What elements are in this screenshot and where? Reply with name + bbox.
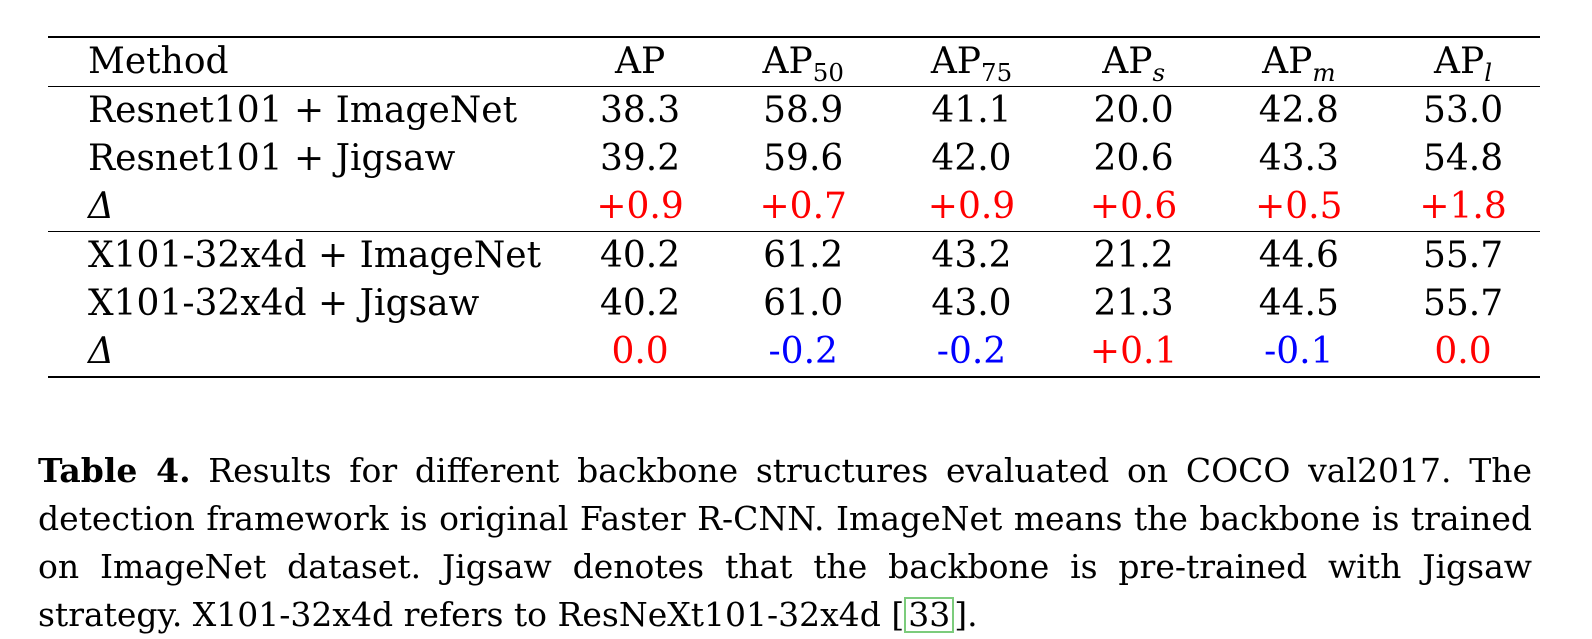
cell-ap: 38.3 <box>599 90 681 131</box>
cell-apl: 54.8 <box>1422 138 1504 179</box>
caption-text-end: ]. <box>954 595 978 634</box>
header-apl-base: AP <box>1433 41 1485 82</box>
cell-apm-delta: -0.1 <box>1211 328 1387 378</box>
cell-ap: 39.2 <box>599 138 681 179</box>
cell-apm: 42.8 <box>1258 90 1339 131</box>
cell-aps-delta: +0.6 <box>1089 186 1178 227</box>
table-row-resnet-jigsaw: Resnet101 + Jigsaw 39.2 59.6 42.0 20.6 4… <box>48 135 1540 183</box>
cell-aps: 20.0 <box>1093 90 1174 131</box>
cell-ap-delta: +0.9 <box>596 186 684 227</box>
table-caption: Table 4. Results for different backbone … <box>38 447 1532 639</box>
cell-ap50-delta: +0.7 <box>759 186 847 227</box>
cell-delta-label: Δ <box>48 328 562 378</box>
header-ap50: AP50 <box>719 36 888 87</box>
cell-ap50: 61.2 <box>719 231 888 280</box>
header-apm-sub: m <box>1312 57 1336 87</box>
cell-ap50: 59.6 <box>763 138 844 179</box>
cell-aps-delta: +0.1 <box>1055 328 1212 378</box>
table-row-resnet-imagenet: Resnet101 + ImageNet 38.3 58.9 41.1 20.0… <box>48 87 1540 136</box>
header-apl-sub: l <box>1484 57 1493 87</box>
cell-aps: 20.6 <box>1093 138 1174 179</box>
cell-apm: 43.3 <box>1258 138 1339 179</box>
header-ap: AP <box>561 36 720 87</box>
header-apl: APl <box>1386 36 1540 87</box>
cell-ap-delta: 0.0 <box>561 328 720 378</box>
table-row-x101-imagenet: X101-32x4d + ImageNet 40.2 61.2 43.2 21.… <box>48 231 1540 280</box>
cell-ap50: 61.0 <box>763 283 844 324</box>
cell-method: X101-32x4d + Jigsaw <box>88 283 480 324</box>
header-apm-base: AP <box>1262 41 1313 82</box>
caption-text: Results for different backbone structure… <box>38 451 1532 634</box>
cell-apl-delta: 0.0 <box>1386 328 1540 378</box>
cell-ap: 40.2 <box>561 231 720 280</box>
results-table: Method AP AP50 AP75 APs APm APl Resnet10… <box>48 36 1540 378</box>
cell-delta-label: Δ <box>88 186 114 227</box>
header-ap75: AP75 <box>887 36 1056 87</box>
table-row-resnet-delta: Δ +0.9 +0.7 +0.9 +0.6 +0.5 +1.8 <box>48 183 1540 232</box>
cell-method: Resnet101 + ImageNet <box>88 90 518 131</box>
cell-ap50: 58.9 <box>763 90 844 131</box>
caption-label: Table 4. <box>38 451 191 490</box>
header-apm: APm <box>1211 36 1387 87</box>
cell-ap75: 43.0 <box>931 283 1012 324</box>
header-ap75-sub: 75 <box>981 57 1013 87</box>
header-ap50-base: AP <box>762 41 813 82</box>
cell-apl: 55.7 <box>1386 231 1540 280</box>
cell-method: Resnet101 + Jigsaw <box>88 138 456 179</box>
cell-ap75: 41.1 <box>931 90 1012 131</box>
header-aps-sub: s <box>1152 57 1166 87</box>
cell-ap75: 43.2 <box>887 231 1056 280</box>
cell-apm: 44.6 <box>1211 231 1387 280</box>
header-aps: APs <box>1055 36 1212 87</box>
table-row-x101-jigsaw: X101-32x4d + Jigsaw 40.2 61.0 43.0 21.3 … <box>48 280 1540 328</box>
cell-ap75-delta: +0.9 <box>927 186 1016 227</box>
table-row-x101-delta: Δ 0.0 -0.2 -0.2 +0.1 -0.1 0.0 <box>48 328 1540 378</box>
cell-apm-delta: +0.5 <box>1255 186 1343 227</box>
header-ap50-sub: 50 <box>812 57 844 87</box>
cell-apl: 53.0 <box>1422 90 1504 131</box>
cell-apl-delta: +1.8 <box>1419 186 1507 227</box>
cell-ap75-delta: -0.2 <box>887 328 1056 378</box>
cell-aps: 21.3 <box>1093 283 1174 324</box>
cell-apl: 55.7 <box>1422 283 1504 324</box>
cell-method: X101-32x4d + ImageNet <box>48 231 562 280</box>
cell-ap: 40.2 <box>599 283 681 324</box>
header-aps-base: AP <box>1102 41 1153 82</box>
header-method: Method <box>48 36 562 87</box>
cell-apm: 44.5 <box>1258 283 1339 324</box>
cell-aps: 21.2 <box>1055 231 1212 280</box>
cell-ap75: 42.0 <box>931 138 1012 179</box>
cell-ap50-delta: -0.2 <box>719 328 888 378</box>
header-ap75-base: AP <box>930 41 982 82</box>
table-header-row: Method AP AP50 AP75 APs APm APl <box>48 36 1540 87</box>
